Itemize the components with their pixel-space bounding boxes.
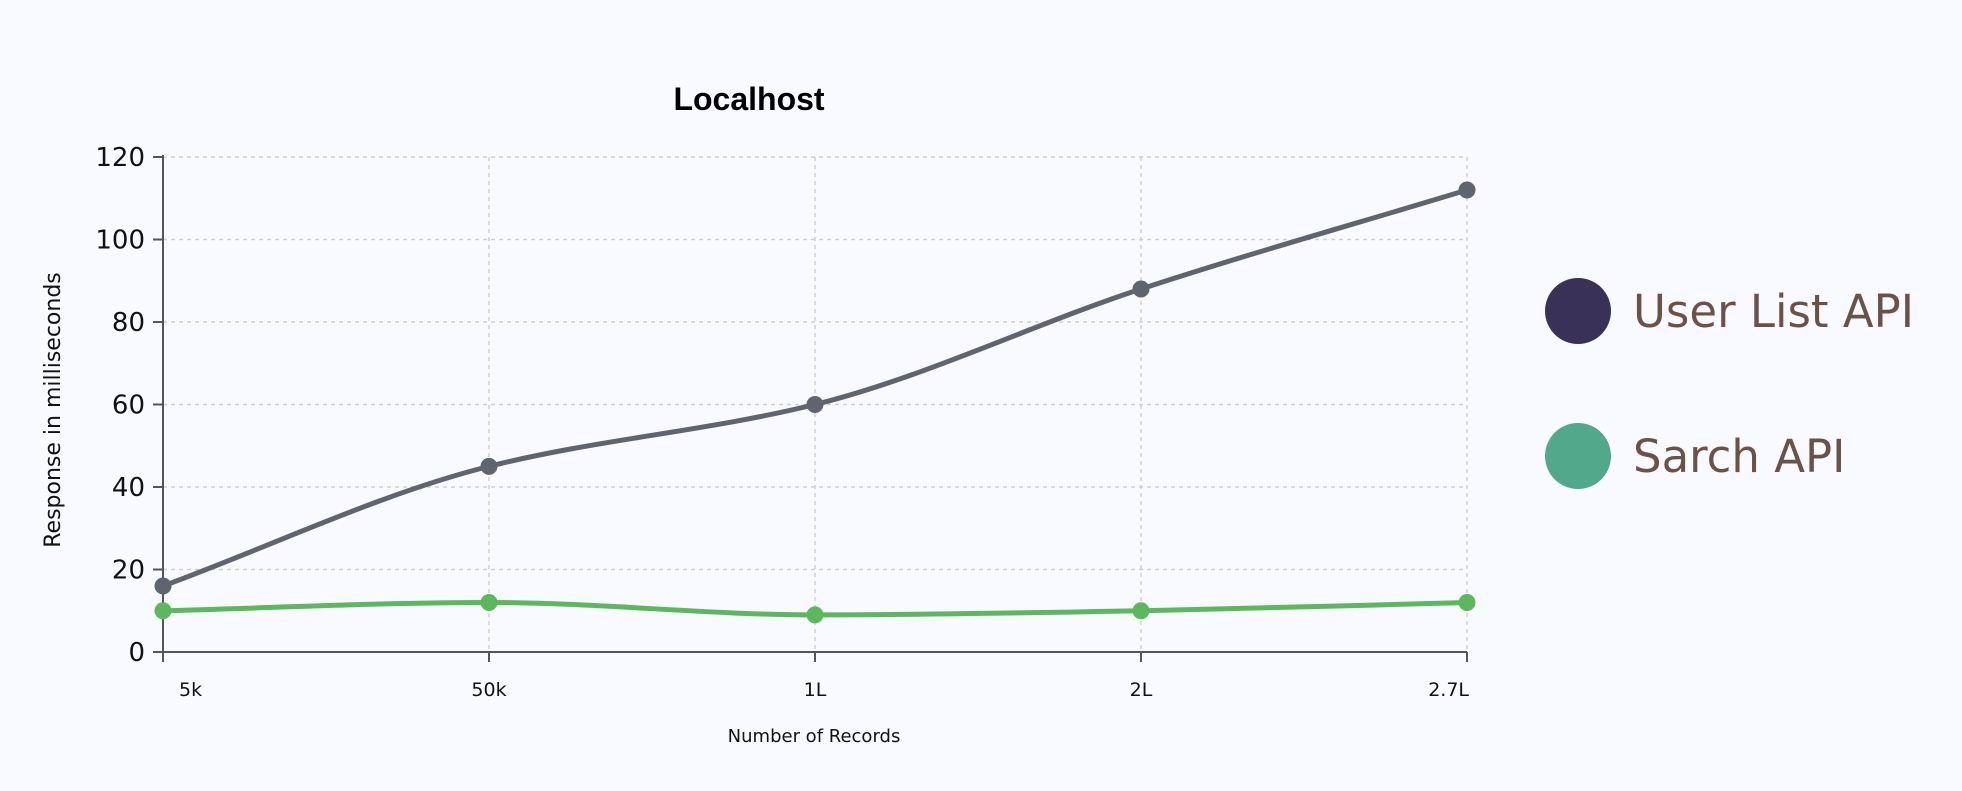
data-point bbox=[1132, 280, 1150, 298]
chart-title: Localhost bbox=[673, 81, 824, 117]
data-point bbox=[154, 602, 172, 620]
legend-swatch bbox=[1545, 423, 1611, 489]
y-tick-label: 80 bbox=[112, 308, 145, 338]
data-point bbox=[806, 396, 824, 413]
x-tick-label: 50k bbox=[471, 679, 506, 701]
legend-label: User List API bbox=[1633, 285, 1914, 338]
data-point bbox=[1458, 594, 1476, 611]
x-axis-label: Number of Records bbox=[728, 726, 901, 747]
y-tick-label: 120 bbox=[95, 143, 145, 173]
grid bbox=[163, 156, 1468, 652]
data-point bbox=[1132, 602, 1150, 620]
data-point bbox=[806, 606, 824, 624]
data-point bbox=[480, 457, 498, 475]
y-tick-label: 40 bbox=[112, 473, 145, 503]
x-tick-label: 2.7L bbox=[1428, 679, 1469, 701]
y-axis-label: Response in milliseconds bbox=[41, 272, 66, 548]
series-layer bbox=[154, 181, 1476, 624]
legend: User List API Sarch API bbox=[1545, 278, 1914, 489]
legend-label: Sarch API bbox=[1633, 430, 1845, 483]
y-tick-label: 0 bbox=[128, 638, 145, 668]
x-tick-label: 5k bbox=[179, 679, 202, 701]
x-tick-label: 1L bbox=[804, 679, 827, 701]
legend-swatch bbox=[1545, 278, 1611, 344]
data-point bbox=[480, 594, 498, 611]
y-tick-label: 100 bbox=[95, 226, 145, 256]
axes: 0 20 40 60 80 100 120 5k 50k 1L 2L 2.7L bbox=[95, 143, 1469, 701]
y-tick-label: 20 bbox=[112, 556, 145, 586]
data-point bbox=[1458, 181, 1476, 199]
y-tick-label: 60 bbox=[112, 391, 145, 421]
data-point bbox=[154, 577, 172, 595]
x-tick-label: 2L bbox=[1130, 679, 1153, 701]
